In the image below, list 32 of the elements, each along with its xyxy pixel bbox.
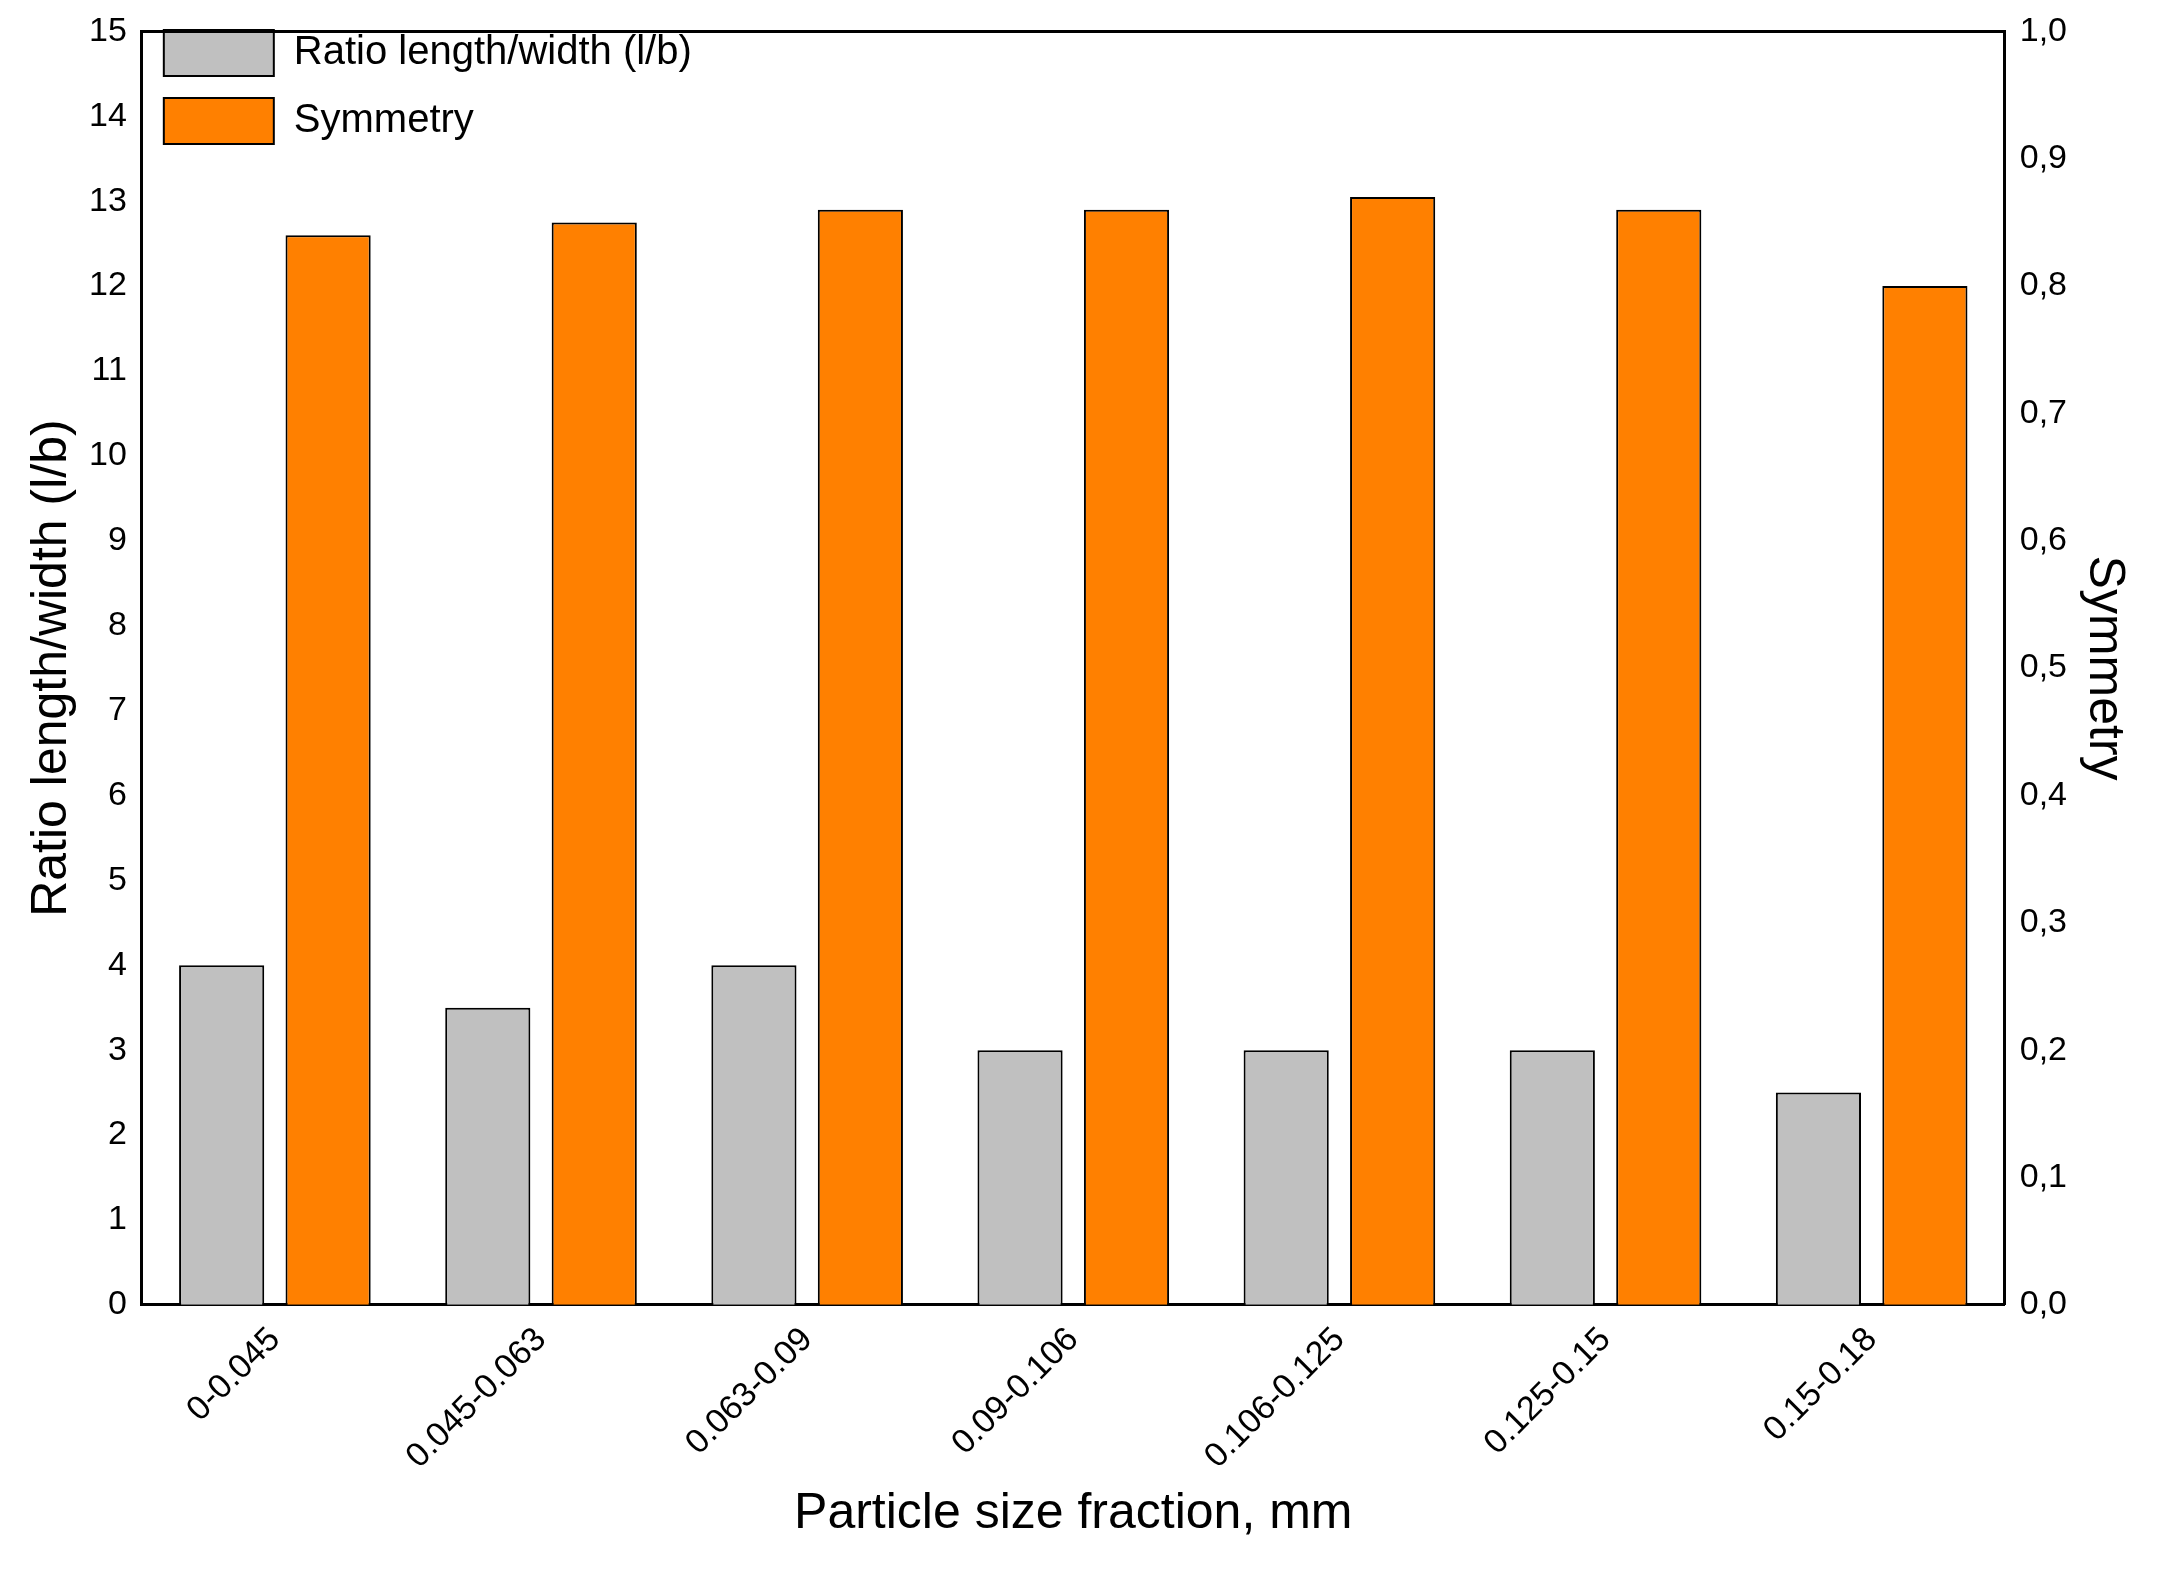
y-tick-label: 7 <box>107 688 127 727</box>
y-tick-label: 13 <box>88 179 127 218</box>
y2-tick-label: 0,2 <box>2019 1028 2067 1067</box>
y-tick-label: 1 <box>107 1198 127 1237</box>
y-tick-label: 5 <box>107 858 127 897</box>
y-tick-label: 14 <box>88 94 127 133</box>
legend-label: Symmetry <box>293 96 474 141</box>
y2-tick-label: 0,3 <box>2019 901 2067 940</box>
y-tick-label: 10 <box>88 434 127 473</box>
y-tick-label: 6 <box>107 773 127 812</box>
y-tick-label: 4 <box>107 943 127 982</box>
y2-tick-label: 0,4 <box>2019 773 2067 812</box>
y2-tick-label: 0,6 <box>2019 519 2067 558</box>
x-axis-title: Particle size fraction, mm <box>794 1482 1353 1539</box>
y2-tick-label: 0,8 <box>2019 264 2067 303</box>
y2-tick-label: 1,0 <box>2019 9 2067 48</box>
y-tick-label: 15 <box>88 9 127 48</box>
y-tick-label: 12 <box>88 264 127 303</box>
y2-tick-label: 0,7 <box>2019 391 2067 430</box>
y-tick-label: 3 <box>107 1028 127 1067</box>
y2-axis-title: Symmetry <box>2079 555 2136 781</box>
y2-tick-label: 0,9 <box>2019 137 2067 176</box>
y-tick-label: 0 <box>107 1283 127 1322</box>
y-tick-label: 8 <box>107 604 127 643</box>
y-axis-title: Ratio length/width (l/b) <box>20 419 77 917</box>
y-tick-label: 2 <box>107 1113 127 1152</box>
y-tick-label: 11 <box>91 349 127 388</box>
legend-label: Ratio length/width (l/b) <box>293 28 692 73</box>
y-tick-label: 9 <box>107 519 127 558</box>
y2-tick-label: 0,5 <box>2019 646 2067 685</box>
y2-tick-label: 0,0 <box>2019 1283 2067 1322</box>
y2-tick-label: 0,1 <box>2019 1155 2067 1194</box>
